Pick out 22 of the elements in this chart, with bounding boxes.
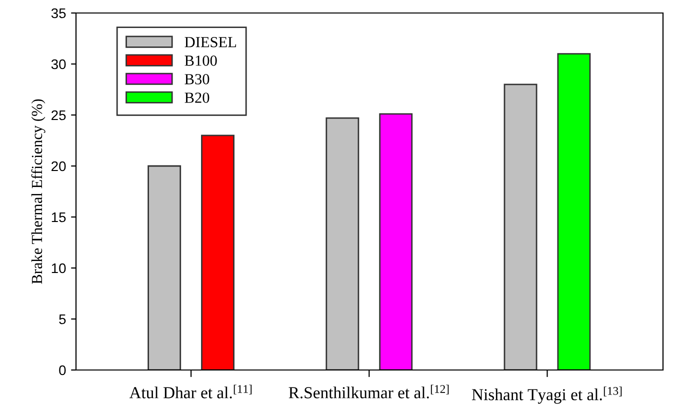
legend-label: B30 [184, 74, 210, 84]
bar [326, 117, 360, 370]
legend-label: DIESEL [184, 37, 236, 48]
y-tick-label: 15 [52, 212, 66, 222]
y-tick-label: 10 [52, 263, 66, 274]
y-tick-label: 0 [59, 365, 66, 376]
bar [379, 113, 413, 370]
bar [557, 53, 591, 370]
legend-label: B100 [184, 56, 217, 66]
x-tick-label: R.Senthilkumar et al.$^{[12]}$ [288, 384, 449, 398]
legend-label: B20 [184, 92, 210, 103]
bar [148, 165, 182, 370]
y-tick-label: 35 [51, 8, 66, 18]
y-tick-label: 20 [52, 161, 66, 172]
y-axis-title: Brake Thermal Efficiency (%) [31, 99, 46, 284]
bar [504, 84, 538, 370]
y-tick-label: 25 [52, 110, 66, 120]
x-tick-label: Nishant Tyagi et al.$^{[13]}$ [472, 386, 622, 404]
bar [201, 134, 234, 370]
y-tick-label: 5 [59, 314, 66, 324]
y-tick-label: 30 [51, 59, 66, 70]
x-tick-label: Atul Dhar et al.$^{[11]}$ [129, 384, 252, 398]
